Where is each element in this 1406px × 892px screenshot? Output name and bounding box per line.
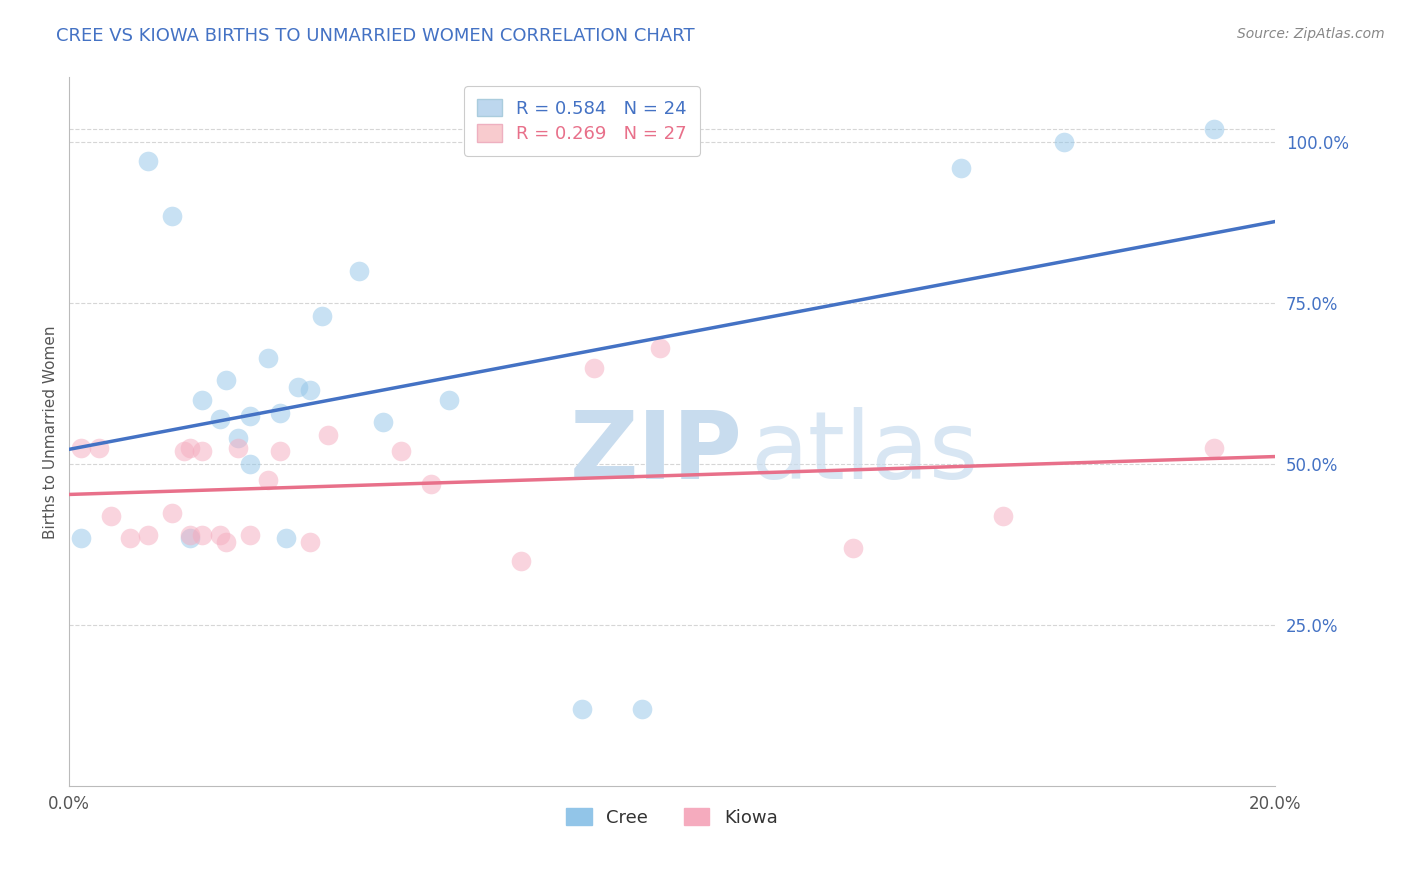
Point [1053, 135, 1076, 149]
Point [239, 528, 262, 542]
Text: atlas: atlas [751, 408, 979, 500]
Point [239, 457, 262, 471]
Point [950, 161, 973, 175]
Point [318, 428, 340, 442]
Point [276, 531, 298, 545]
Point [179, 441, 201, 455]
Point [287, 380, 309, 394]
Point [311, 309, 333, 323]
Y-axis label: Births to Unmarried Women: Births to Unmarried Women [44, 326, 58, 539]
Point [136, 154, 159, 169]
Point [269, 406, 291, 420]
Point [239, 409, 262, 423]
Point [371, 415, 394, 429]
Point [571, 702, 593, 716]
Point [842, 541, 865, 555]
Point [191, 444, 214, 458]
Point [191, 392, 214, 407]
Point [1204, 122, 1226, 136]
Point [437, 392, 460, 407]
Point [179, 531, 201, 545]
Point [630, 702, 652, 716]
Point [208, 528, 231, 542]
Point [299, 383, 322, 397]
Point [510, 554, 533, 568]
Point [70, 531, 93, 545]
Point [648, 341, 671, 355]
Point [226, 441, 249, 455]
Point [269, 444, 291, 458]
Text: ZIP: ZIP [569, 408, 742, 500]
Point [215, 534, 238, 549]
Point [993, 508, 1015, 523]
Point [100, 508, 122, 523]
Point [257, 351, 280, 365]
Point [257, 473, 280, 487]
Point [160, 506, 183, 520]
Point [160, 209, 183, 223]
Point [299, 534, 322, 549]
Point [70, 441, 93, 455]
Point [215, 373, 238, 387]
Point [347, 264, 370, 278]
Point [173, 444, 195, 458]
Point [1204, 441, 1226, 455]
Point [226, 431, 249, 445]
Point [136, 528, 159, 542]
Point [582, 360, 605, 375]
Text: CREE VS KIOWA BIRTHS TO UNMARRIED WOMEN CORRELATION CHART: CREE VS KIOWA BIRTHS TO UNMARRIED WOMEN … [56, 27, 695, 45]
Point [179, 528, 201, 542]
Point [389, 444, 412, 458]
Point [191, 528, 214, 542]
Point [118, 531, 141, 545]
Point [419, 476, 441, 491]
Text: Source: ZipAtlas.com: Source: ZipAtlas.com [1237, 27, 1385, 41]
Point [89, 441, 111, 455]
Legend: Cree, Kiowa: Cree, Kiowa [560, 801, 785, 834]
Point [208, 412, 231, 426]
